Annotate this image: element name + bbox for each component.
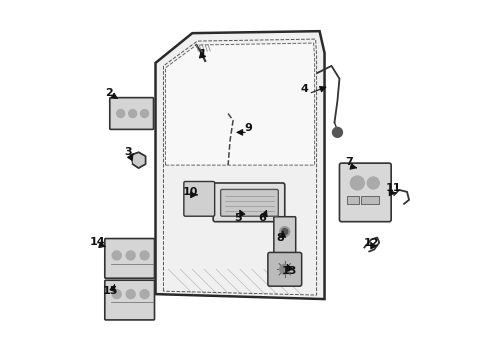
- FancyBboxPatch shape: [104, 239, 154, 278]
- Circle shape: [126, 251, 135, 260]
- FancyBboxPatch shape: [213, 183, 284, 222]
- Circle shape: [366, 177, 379, 189]
- Text: 15: 15: [103, 286, 118, 296]
- Circle shape: [140, 251, 149, 260]
- FancyBboxPatch shape: [339, 163, 390, 222]
- Circle shape: [140, 290, 149, 298]
- Circle shape: [112, 290, 121, 298]
- Polygon shape: [155, 31, 324, 299]
- Bar: [346, 196, 359, 204]
- Circle shape: [281, 229, 287, 235]
- Text: 6: 6: [258, 213, 265, 223]
- Text: 1: 1: [198, 49, 206, 59]
- Text: 13: 13: [282, 266, 297, 276]
- Circle shape: [112, 251, 121, 260]
- Circle shape: [350, 176, 364, 190]
- Circle shape: [141, 109, 148, 117]
- Text: 11: 11: [385, 183, 400, 193]
- Circle shape: [128, 109, 136, 117]
- Polygon shape: [130, 152, 145, 168]
- Text: 14: 14: [90, 237, 105, 247]
- Circle shape: [332, 127, 342, 137]
- Text: 10: 10: [182, 187, 198, 197]
- Circle shape: [126, 290, 135, 298]
- FancyBboxPatch shape: [104, 280, 154, 320]
- Text: 5: 5: [234, 213, 242, 223]
- FancyBboxPatch shape: [183, 181, 214, 216]
- Circle shape: [279, 227, 289, 237]
- FancyBboxPatch shape: [220, 189, 278, 216]
- FancyBboxPatch shape: [109, 98, 153, 129]
- Text: 7: 7: [345, 157, 352, 167]
- FancyBboxPatch shape: [267, 252, 301, 286]
- Bar: [361, 196, 379, 204]
- Text: 4: 4: [300, 84, 308, 94]
- Text: 3: 3: [123, 147, 131, 157]
- Circle shape: [117, 109, 124, 117]
- Text: 8: 8: [275, 233, 283, 243]
- FancyBboxPatch shape: [273, 217, 295, 258]
- Circle shape: [279, 264, 289, 274]
- Text: 12: 12: [363, 238, 378, 248]
- Polygon shape: [165, 43, 314, 165]
- Text: 2: 2: [105, 88, 112, 98]
- Text: 9: 9: [244, 123, 251, 134]
